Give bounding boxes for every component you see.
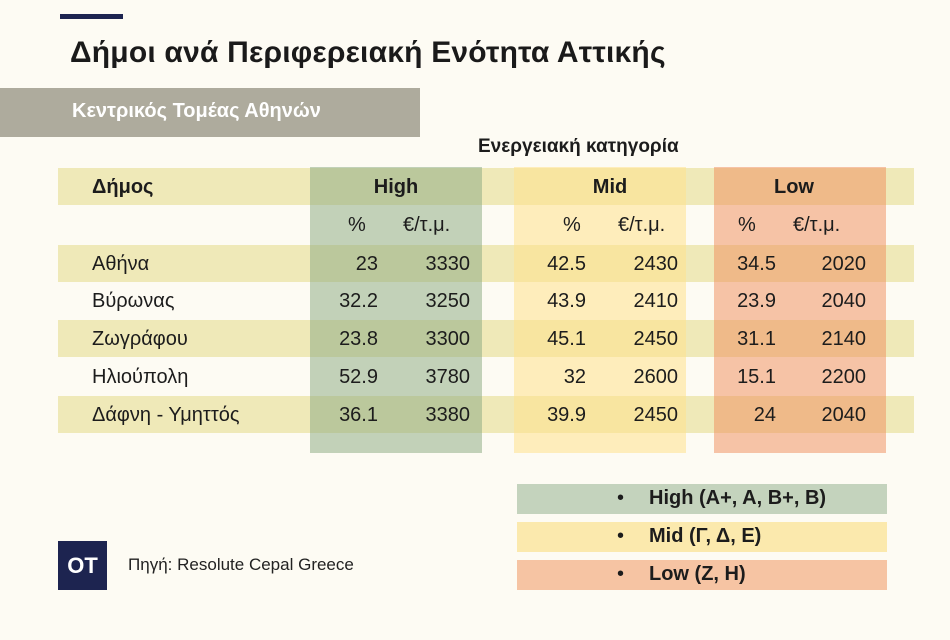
- mid-pct-cell: 45.1: [547, 328, 586, 350]
- high-price-cell: 3330: [425, 253, 471, 275]
- bullet-icon: •: [617, 525, 625, 547]
- low-price-cell: 2020: [821, 253, 867, 275]
- municipality-name: Αθήνα: [92, 253, 150, 275]
- low-header: Low: [774, 176, 814, 198]
- high-header: High: [373, 176, 419, 198]
- high-price-cell: 3780: [425, 366, 471, 388]
- subtitle-band: [0, 88, 420, 137]
- low-price-header: €/τ.μ.: [793, 214, 841, 236]
- low-pct-header: %: [738, 214, 756, 236]
- mid-price-header: €/τ.μ.: [618, 214, 666, 236]
- high-pct-cell: 52.9: [339, 366, 378, 388]
- mid-price-cell: 2450: [633, 328, 679, 350]
- page-title: Δήμοι ανά Περιφερειακή Ενότητα Αττικής: [70, 36, 666, 69]
- mid-pct-cell: 32: [563, 366, 586, 388]
- bullet-icon: •: [617, 563, 625, 585]
- mid-column-highlight: [514, 167, 686, 453]
- high-price-cell: 3250: [425, 290, 471, 312]
- high-price-header: €/τ.μ.: [403, 214, 451, 236]
- mid-pct-cell: 39.9: [547, 404, 586, 426]
- low-price-cell: 2040: [821, 290, 867, 312]
- low-pct-cell: 34.5: [737, 253, 776, 275]
- legend-mid: • Mid (Γ, Δ, Ε): [517, 522, 887, 552]
- legend-mid-label: Mid (Γ, Δ, Ε): [649, 525, 762, 547]
- high-price-cell: 3380: [425, 404, 471, 426]
- energy-category-label: Ενεργειακή κατηγορία: [478, 136, 679, 157]
- legend-high: • High (A+, A, B+, B): [517, 484, 887, 514]
- mid-price-cell: 2450: [633, 404, 679, 426]
- municipality-name: Δάφνη - Υμηττός: [92, 404, 240, 426]
- high-pct-header: %: [348, 214, 366, 236]
- mid-pct-cell: 42.5: [547, 253, 586, 275]
- high-pct-cell: 23: [355, 253, 378, 275]
- low-pct-cell: 15.1: [737, 366, 776, 388]
- low-price-cell: 2200: [821, 366, 867, 388]
- mid-price-cell: 2600: [633, 366, 679, 388]
- mid-header: Mid: [592, 176, 628, 198]
- mid-price-cell: 2430: [633, 253, 679, 275]
- high-column-highlight: [310, 167, 482, 453]
- top-accent-bar: [60, 14, 123, 19]
- municipality-header: Δήμος: [92, 176, 154, 198]
- municipality-name: Ηλιούπολη: [92, 366, 189, 388]
- bullet-icon: •: [617, 487, 625, 509]
- legend-high-label: High (A+, A, B+, B): [649, 487, 827, 509]
- low-price-cell: 2140: [821, 328, 867, 350]
- high-pct-cell: 32.2: [339, 290, 378, 312]
- mid-pct-cell: 43.9: [547, 290, 586, 312]
- low-pct-cell: 31.1: [737, 328, 776, 350]
- low-pct-cell: 23.9: [737, 290, 776, 312]
- low-column-highlight: [714, 167, 886, 453]
- legend-low: • Low (Ζ, Η): [517, 560, 887, 590]
- high-pct-cell: 23.8: [339, 328, 378, 350]
- source-note: Πηγή: Resolute Cepal Greece: [128, 555, 354, 574]
- legend-low-label: Low (Ζ, Η): [649, 563, 746, 585]
- municipality-name: Βύρωνας: [92, 290, 175, 312]
- municipality-name: Ζωγράφου: [92, 328, 188, 350]
- subtitle: Κεντρικός Τομέας Αθηνών: [72, 100, 321, 122]
- mid-pct-header: %: [563, 214, 581, 236]
- low-price-cell: 2040: [821, 404, 867, 426]
- high-pct-cell: 36.1: [339, 404, 378, 426]
- high-price-cell: 3300: [425, 328, 471, 350]
- ot-logo: OT: [58, 541, 107, 590]
- mid-price-cell: 2410: [633, 290, 679, 312]
- low-pct-cell: 24: [753, 404, 776, 426]
